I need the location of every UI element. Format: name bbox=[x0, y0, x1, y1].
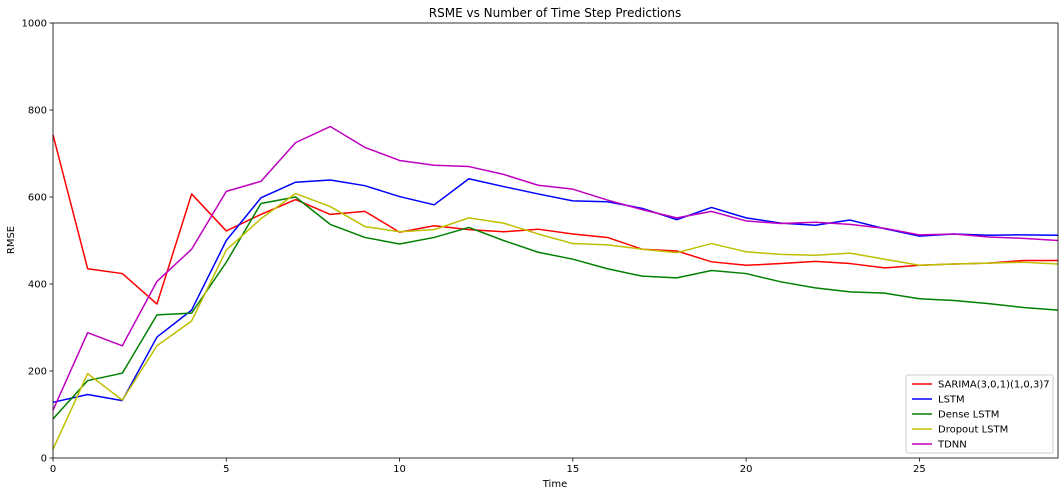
plot-frame bbox=[52, 22, 1059, 459]
series-layer bbox=[52, 125, 1059, 450]
x-tick-label: 20 bbox=[740, 464, 753, 475]
legend-label-2: Dense LSTM bbox=[938, 410, 999, 421]
legend-label-4: TDNN bbox=[937, 440, 967, 451]
y-tick-label: 600 bbox=[28, 193, 47, 204]
x-tick-label: 25 bbox=[913, 464, 926, 475]
series-line-0 bbox=[52, 134, 1058, 305]
x-tick-label: 0 bbox=[50, 464, 56, 475]
legend-label-3: Dropout LSTM bbox=[938, 425, 1008, 436]
x-axis-label: Time bbox=[542, 479, 567, 490]
y-axis-label: RMSE bbox=[6, 226, 17, 254]
y-tick-label: 0 bbox=[41, 454, 47, 465]
y-tick-label: 200 bbox=[28, 367, 47, 378]
x-tick-label: 10 bbox=[393, 464, 406, 475]
y-tick-label: 1000 bbox=[22, 19, 47, 30]
series-line-2 bbox=[52, 196, 1059, 420]
chart-title: RSME vs Number of Time Step Predictions bbox=[429, 6, 681, 20]
x-tick-label: 15 bbox=[566, 464, 579, 475]
legend-label-1: LSTM bbox=[938, 395, 965, 406]
legend: SARIMA(3,0,1)(1,0,3)7 LSTM Dense LSTM Dropo… bbox=[905, 374, 1054, 454]
y-tick-label: 800 bbox=[28, 106, 47, 117]
legend-box bbox=[905, 374, 1054, 454]
axes-layer: 0 5 10 15 20 25 0 200 400 600 800 1000 bbox=[22, 19, 1059, 475]
legend-label-0: SARIMA(3,0,1)(1,0,3)7 bbox=[938, 380, 1050, 391]
x-tick-label: 5 bbox=[223, 464, 229, 475]
series-line-3 bbox=[52, 192, 1059, 450]
series-line-4 bbox=[52, 125, 1059, 411]
y-tick-label: 400 bbox=[28, 280, 47, 291]
